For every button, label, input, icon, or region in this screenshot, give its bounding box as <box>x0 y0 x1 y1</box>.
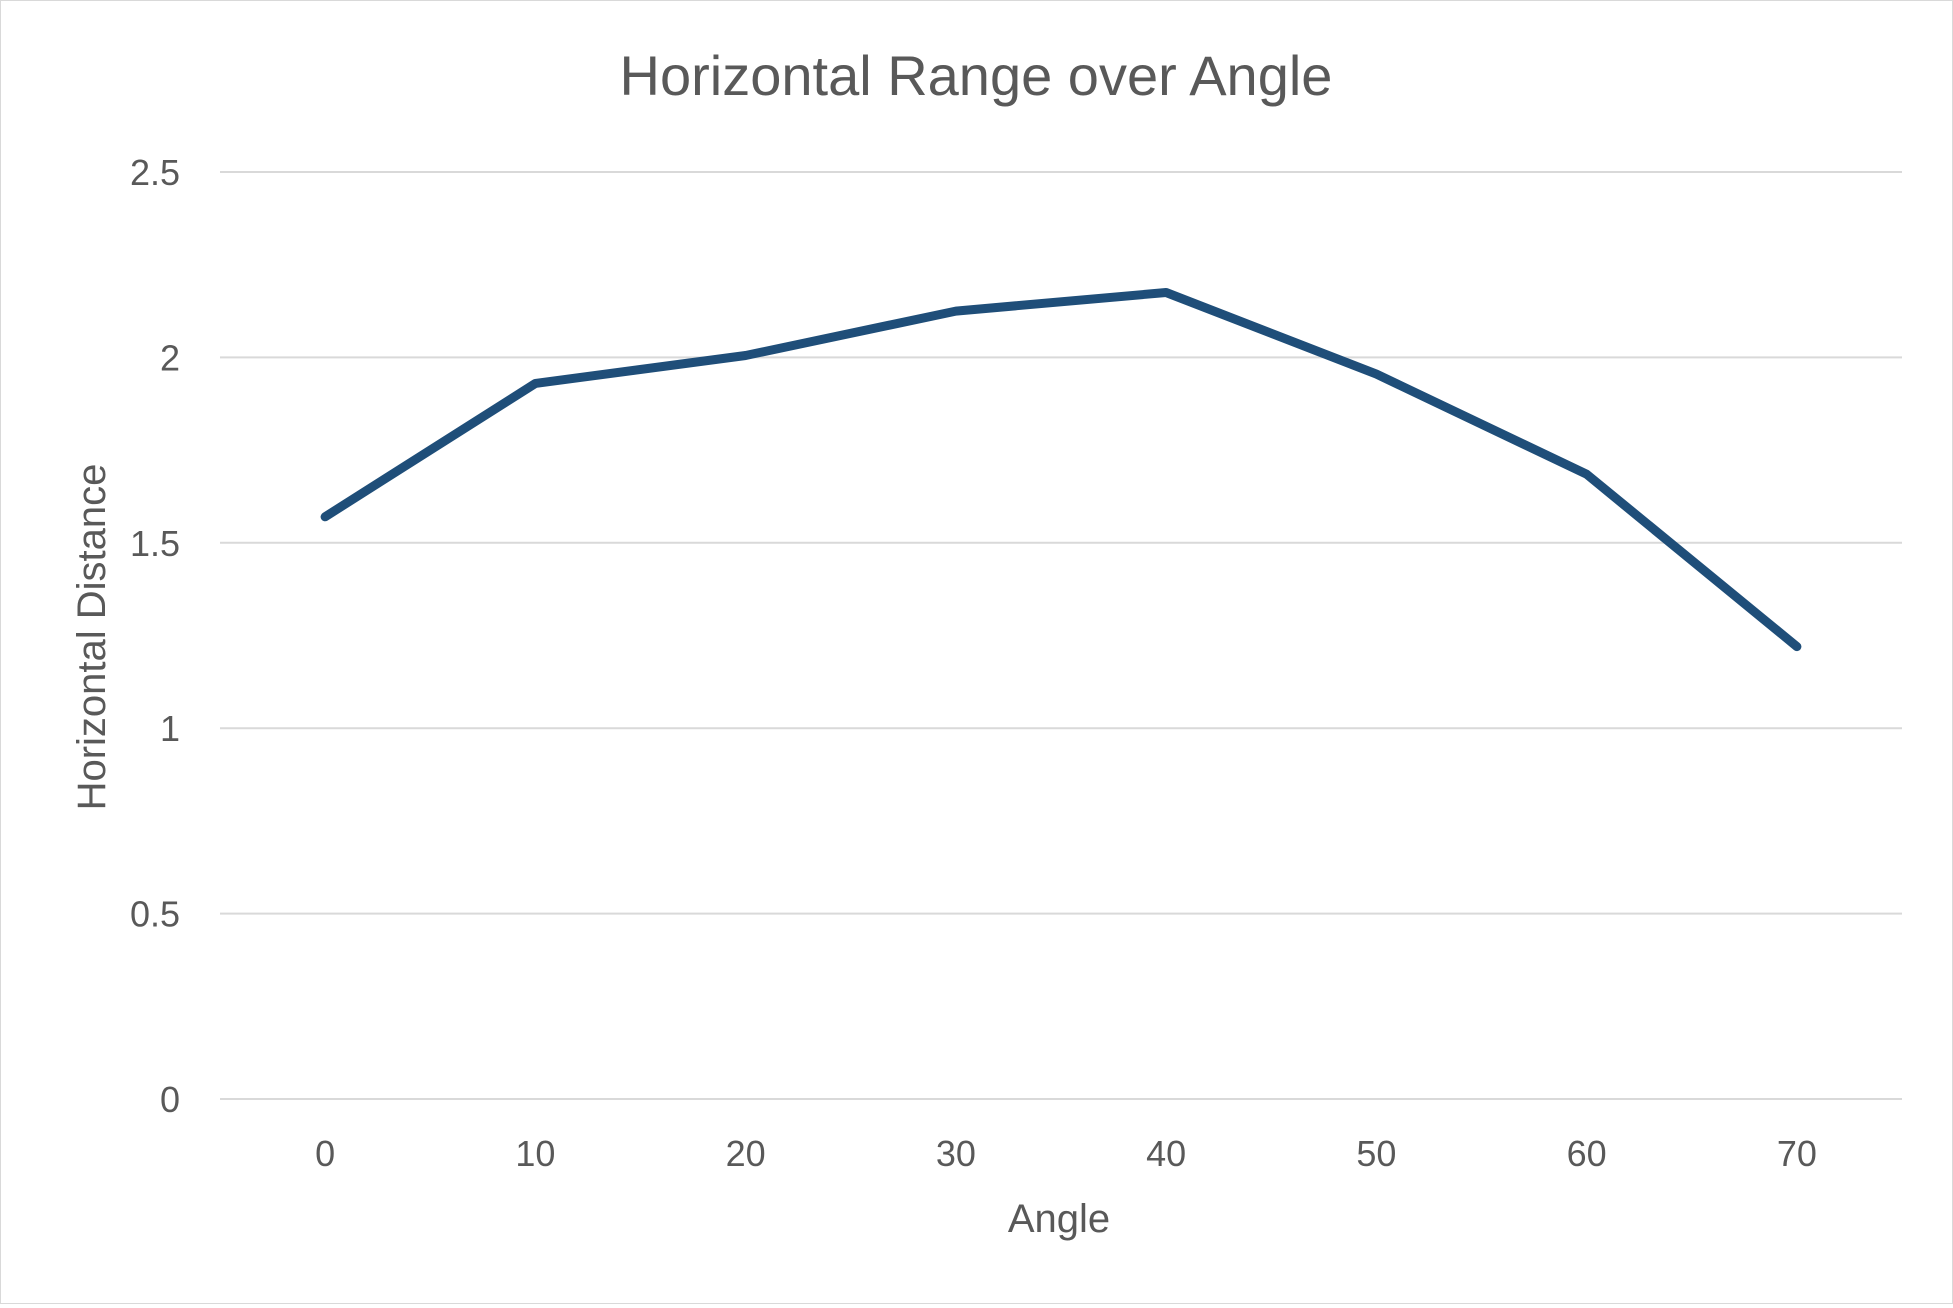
x-tick-label: 60 <box>1567 1133 1607 1174</box>
x-tick-label: 30 <box>936 1133 976 1174</box>
y-tick-label: 0.5 <box>130 894 180 935</box>
gridlines <box>220 172 1902 1099</box>
series-layer <box>325 292 1797 646</box>
x-tick-label: 40 <box>1146 1133 1186 1174</box>
series-line <box>325 293 1797 647</box>
y-tick-label: 1 <box>160 708 180 749</box>
y-axis-tick-labels: 0 0.5 1 1.5 2 2.5 <box>130 152 180 1120</box>
y-axis-label: Horizontal Distance <box>70 464 114 811</box>
x-tick-label: 20 <box>726 1133 766 1174</box>
x-tick-label: 70 <box>1777 1133 1817 1174</box>
y-tick-label: 2 <box>160 337 180 378</box>
x-axis-tick-labels: 0 10 20 30 40 50 60 70 <box>315 1133 1817 1174</box>
x-axis-label: Angle <box>1008 1197 1110 1241</box>
x-tick-label: 0 <box>315 1133 335 1174</box>
y-tick-label: 0 <box>160 1079 180 1120</box>
y-tick-label: 2.5 <box>130 152 180 193</box>
y-tick-label: 1.5 <box>130 523 180 564</box>
x-tick-label: 10 <box>515 1133 555 1174</box>
chart-title: Horizontal Range over Angle <box>620 44 1333 107</box>
x-tick-label: 50 <box>1356 1133 1396 1174</box>
